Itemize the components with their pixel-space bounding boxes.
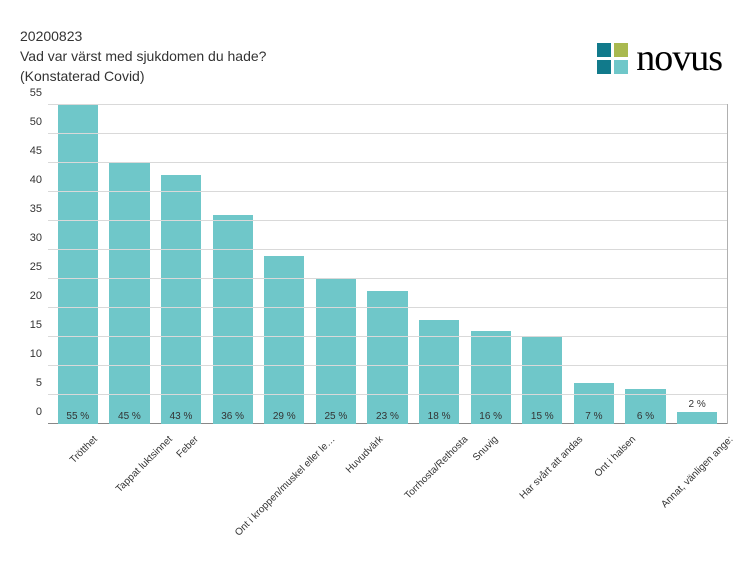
bar: 29 % — [264, 256, 304, 424]
chart-header: 20200823 Vad var värst med sjukdomen du … — [20, 28, 266, 88]
logo-square — [597, 43, 611, 57]
gridline — [48, 191, 727, 192]
y-tick-label: 50 — [30, 116, 48, 128]
bar-value-label: 25 % — [324, 411, 347, 422]
y-tick-label: 0 — [36, 406, 48, 418]
logo-square — [614, 60, 628, 74]
y-tick-label: 5 — [36, 377, 48, 389]
bar-value-label: 18 % — [428, 411, 451, 422]
x-axis-labels: TrötthetTappat luktsinnetFeberOnt i krop… — [48, 428, 728, 439]
bar-slot: 7 % — [568, 105, 620, 424]
chart-title: Vad var värst med sjukdomen du hade? — [20, 48, 266, 64]
x-tick-label: Trötthet — [52, 428, 86, 439]
bar-value-label: 45 % — [118, 411, 141, 422]
gridline — [48, 162, 727, 163]
bar-value-label: 16 % — [479, 411, 502, 422]
bar: 7 % — [574, 383, 614, 424]
bar: 16 % — [471, 331, 511, 424]
bar-slot: 6 % — [620, 105, 672, 424]
bar-slot: 23 % — [362, 105, 414, 424]
logo-squares — [597, 43, 628, 74]
bar-slot: 16 % — [465, 105, 517, 424]
gridline — [48, 394, 727, 395]
gridline — [48, 365, 727, 366]
chart-date: 20200823 — [20, 28, 266, 44]
bar-slot: 29 % — [258, 105, 310, 424]
bar-value-label: 7 % — [585, 411, 602, 422]
bar: 23 % — [367, 291, 407, 424]
bar: 2 % — [677, 412, 717, 424]
bar-slot: 55 % — [52, 105, 104, 424]
gridline — [48, 249, 727, 250]
bar-slot: 45 % — [104, 105, 156, 424]
bar-slot: 15 % — [516, 105, 568, 424]
bar-slot: 36 % — [207, 105, 259, 424]
y-tick-label: 55 — [30, 87, 48, 99]
bar-slot: 2 % — [671, 105, 723, 424]
bar: 55 % — [58, 105, 98, 424]
logo-text: novus — [636, 36, 722, 80]
chart-subtitle: (Konstaterad Covid) — [20, 68, 266, 84]
bar: 15 % — [522, 337, 562, 424]
gridline — [48, 133, 727, 134]
bar-value-label: 15 % — [531, 411, 554, 422]
gridline — [48, 104, 727, 105]
x-tick-label: Ont i kroppen/muskel eller le… — [187, 428, 324, 439]
bar-value-label: 55 % — [66, 411, 89, 422]
gridline — [48, 336, 727, 337]
bar-slot: 18 % — [413, 105, 465, 424]
bar-value-label: 36 % — [221, 411, 244, 422]
gridline — [48, 220, 727, 221]
logo-square — [614, 43, 628, 57]
x-tick-label: Torrhosta/Rethosta — [372, 428, 457, 439]
y-tick-label: 35 — [30, 203, 48, 215]
bar: 43 % — [161, 175, 201, 424]
x-tick-label: Tappat luktsinnet — [86, 428, 161, 439]
y-tick-label: 20 — [30, 290, 48, 302]
bar-slot: 25 % — [310, 105, 362, 424]
x-tick-label: Har svårt att andas — [487, 428, 571, 439]
gridline — [48, 278, 727, 279]
bar-value-label: 43 % — [170, 411, 193, 422]
y-tick-label: 30 — [30, 232, 48, 244]
y-tick-label: 40 — [30, 174, 48, 186]
bar: 25 % — [316, 279, 356, 424]
bar-value-label: 23 % — [376, 411, 399, 422]
bars-container: 55 % 45 % 43 % 36 % 29 % 25 % 23 % 18 % 16 % 15 %… — [48, 105, 727, 424]
bar-value-label: 2 % — [688, 399, 705, 410]
chart-plot-area: 55 % 45 % 43 % 36 % 29 % 25 % 23 % 18 % 16 % 15 %… — [48, 104, 728, 424]
x-tick-label: Annat, vänligen ange: — [625, 428, 722, 439]
logo-square — [597, 60, 611, 74]
bar-slot: 43 % — [155, 105, 207, 424]
bar-value-label: 29 % — [273, 411, 296, 422]
bar: 45 % — [109, 163, 149, 424]
y-tick-label: 15 — [30, 319, 48, 331]
gridline — [48, 307, 727, 308]
y-tick-label: 45 — [30, 145, 48, 157]
y-tick-label: 25 — [30, 261, 48, 273]
bar: 36 % — [213, 215, 253, 424]
novus-logo: novus — [597, 36, 722, 80]
bar-value-label: 6 % — [637, 411, 654, 422]
y-tick-label: 10 — [30, 348, 48, 360]
